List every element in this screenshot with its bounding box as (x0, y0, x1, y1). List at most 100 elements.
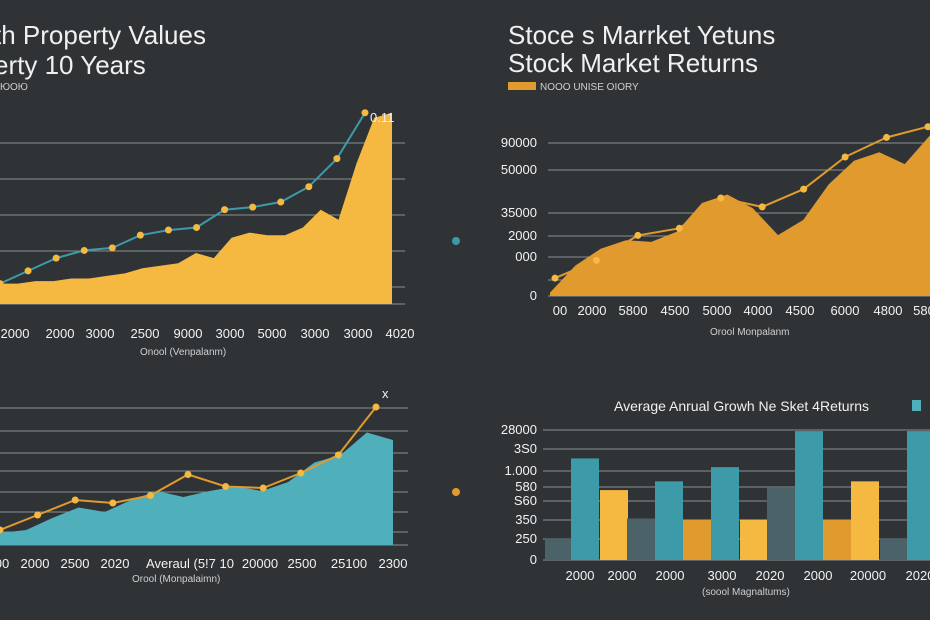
teal-peak-label: x (382, 386, 389, 401)
stock-title-line1: Stoce s Marrket Yetuns (508, 20, 775, 50)
growth-bars (545, 431, 930, 560)
property-xticks-label-0: 2000 (1, 326, 30, 341)
growth-bar-0 (545, 538, 573, 560)
property-xticks-label-6: 5000 (258, 326, 287, 341)
stock-line-point-9 (924, 123, 930, 131)
property-line-point-2 (52, 254, 60, 262)
growth-bar-5 (683, 519, 711, 560)
stock-line-point-4 (717, 194, 725, 202)
teal-xticks-label-2: 2500 (61, 556, 90, 571)
teal-line-point-6 (222, 483, 230, 490)
growth-legend-swatch (912, 400, 921, 411)
stock-xticks-label-4: 5000 (703, 303, 732, 318)
stock-line-point-8 (883, 133, 891, 141)
growth-bar-3 (627, 518, 655, 560)
teal-line-point-3 (109, 499, 117, 507)
property-line-point-8 (221, 206, 229, 214)
stock-ytick-1: 50000 (501, 162, 537, 177)
growth-ytick-2: 1.000 (504, 463, 537, 478)
teal-xticks-label-6: 2500 (288, 556, 317, 571)
stock-xticks-label-0: 00 (553, 303, 567, 318)
stock-x-label: Orool Monpalanm (710, 327, 789, 338)
teal-xticks-label-7: 25100 (331, 556, 367, 571)
property-xticks-label-2: 3000 (86, 326, 115, 341)
stock-ytick-0: 90000 (501, 135, 537, 150)
property-line-point-7 (193, 224, 201, 231)
stock-legend-swatch (508, 82, 536, 90)
growth-bar-9 (795, 431, 823, 560)
teal-line-point-9 (334, 451, 342, 459)
decor-dot-teal (452, 237, 460, 245)
growth-x-ticks: 2000 2000 2000 3000 2020 2000 20000 2020 (566, 568, 930, 583)
teal-line-point-7 (259, 484, 267, 492)
property-area-series (0, 112, 392, 304)
teal-line-point-4 (146, 492, 154, 499)
teal-area-chart: x 00 2000 2500 2020 Averaul (5!7 10 20000 2500… (0, 386, 408, 585)
teal-line-point-10 (372, 403, 380, 411)
growth-xticks-label-6: 20000 (850, 568, 886, 583)
teal-xticks-label-3: 2020 (101, 556, 130, 571)
property-line-point-13 (361, 109, 369, 117)
stock-ytick-2: 35000 (501, 205, 537, 220)
stock-ytick-5: 0 (530, 288, 537, 303)
property-line-point-0 (0, 280, 4, 288)
teal-area-series (0, 432, 393, 545)
property-line-path (0, 112, 366, 285)
property-legend-note: ЮОЮ (0, 82, 28, 93)
growth-ytick-7: 0 (530, 552, 537, 567)
stock-legend-label: NOOO UNISE OIORY (540, 82, 639, 93)
stock-line-point-5 (758, 203, 766, 211)
stock-line-point-0 (551, 274, 559, 282)
teal-x-ticks: 00 2000 2500 2020 Averaul (5!7 10 20000 2500 25… (0, 556, 407, 571)
teal-xticks-label-1: 2000 (21, 556, 50, 571)
growth-xticks-label-0: 2000 (566, 568, 595, 583)
stock-line-point-3 (675, 224, 683, 232)
stock-xticks-label-6: 4500 (786, 303, 815, 318)
growth-bar-2 (600, 490, 628, 560)
property-x-ticks: 2000 2000 3000 2500 9000 3000 5000 3000 3000 4020 (1, 326, 415, 341)
teal-xticks-label-5: 20000 (242, 556, 278, 571)
property-title-line1: th Property Values (0, 20, 206, 50)
property-line-series (0, 109, 369, 288)
growth-xticks-label-2: 2000 (656, 568, 685, 583)
teal-area-shape (0, 432, 393, 545)
stock-xticks-label-3: 4500 (661, 303, 690, 318)
stock-xticks-label-8: 4800 (874, 303, 903, 318)
stock-xticks-label-9: 580 (913, 303, 930, 318)
property-x-label: Onool (Venpalanm) (140, 347, 226, 358)
property-xticks-label-3: 2500 (131, 326, 160, 341)
growth-bar-1 (571, 458, 599, 560)
stock-x-ticks: 00 2000 5800 4500 5000 4000 4500 6000 4800 580 (553, 303, 930, 318)
stock-xticks-label-7: 6000 (831, 303, 860, 318)
property-peak-label: 0.11 (370, 110, 394, 125)
property-xticks-label-5: 3000 (216, 326, 245, 341)
growth-bar-13 (907, 431, 930, 560)
growth-xticks-label-3: 3000 (708, 568, 737, 583)
property-line-point-9 (249, 203, 257, 211)
growth-ytick-6: 250 (515, 531, 537, 546)
stock-line-point-6 (800, 185, 808, 193)
growth-xticks-label-1: 2000 (608, 568, 637, 583)
growth-bar-11 (851, 481, 879, 560)
property-line-point-5 (136, 231, 144, 239)
teal-line-point-0 (0, 526, 4, 534)
property-xticks-label-1: 2000 (46, 326, 75, 341)
property-line-point-12 (333, 155, 341, 163)
growth-bar-4 (655, 481, 683, 560)
growth-x-label: (soool Magnaltums) (702, 587, 790, 598)
teal-xticks-label-8: 2300 (379, 556, 408, 571)
property-area-shape (0, 112, 392, 304)
growth-bar-8 (767, 487, 795, 560)
property-xticks-label-7: 3000 (301, 326, 330, 341)
growth-bar-12 (880, 538, 908, 560)
property-xticks-label-9: 4020 (386, 326, 415, 341)
growth-bar-chart: Average Anrual Growh Ne Sket 4Returns 28… (501, 398, 930, 598)
stock-xticks-label-5: 4000 (744, 303, 773, 318)
stock-ytick-4: 000 (515, 249, 537, 264)
property-xticks-label-8: 3000 (344, 326, 373, 341)
property-line-point-11 (305, 183, 313, 191)
growth-title: Average Anrual Growh Ne Sket 4Returns (614, 398, 869, 414)
stock-area-series (550, 135, 930, 296)
